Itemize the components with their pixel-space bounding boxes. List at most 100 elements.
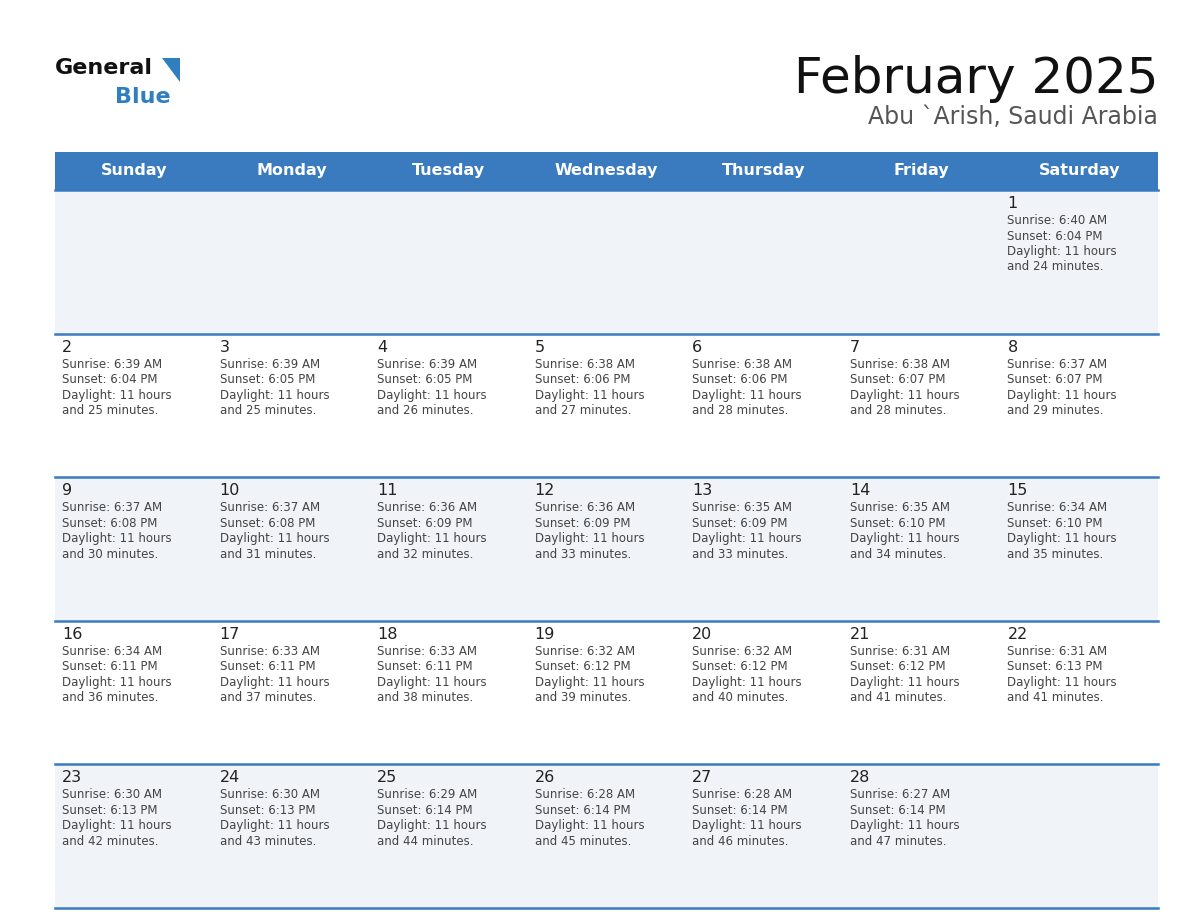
Text: 15: 15 [1007, 483, 1028, 498]
Text: Sunrise: 6:37 AM: Sunrise: 6:37 AM [62, 501, 162, 514]
Text: and 31 minutes.: and 31 minutes. [220, 548, 316, 561]
Text: Sunset: 6:14 PM: Sunset: 6:14 PM [377, 804, 473, 817]
Text: and 43 minutes.: and 43 minutes. [220, 834, 316, 848]
Text: 1: 1 [1007, 196, 1018, 211]
Text: Sunset: 6:12 PM: Sunset: 6:12 PM [693, 660, 788, 673]
Text: Sunrise: 6:38 AM: Sunrise: 6:38 AM [535, 358, 634, 371]
Text: Daylight: 11 hours: Daylight: 11 hours [1007, 676, 1117, 688]
Text: Daylight: 11 hours: Daylight: 11 hours [220, 532, 329, 545]
Text: and 28 minutes.: and 28 minutes. [693, 404, 789, 417]
Text: Sunset: 6:13 PM: Sunset: 6:13 PM [1007, 660, 1102, 673]
Bar [55, 333, 1158, 477]
Text: Sunrise: 6:27 AM: Sunrise: 6:27 AM [849, 789, 950, 801]
Text: Daylight: 11 hours: Daylight: 11 hours [849, 676, 960, 688]
Text: and 30 minutes.: and 30 minutes. [62, 548, 158, 561]
Text: and 46 minutes.: and 46 minutes. [693, 834, 789, 848]
Text: Daylight: 11 hours: Daylight: 11 hours [62, 820, 171, 833]
Text: and 42 minutes.: and 42 minutes. [62, 834, 158, 848]
Text: Sunrise: 6:31 AM: Sunrise: 6:31 AM [849, 644, 950, 658]
Text: and 28 minutes.: and 28 minutes. [849, 404, 946, 417]
Text: 16: 16 [62, 627, 82, 642]
Text: and 29 minutes.: and 29 minutes. [1007, 404, 1104, 417]
Text: Sunrise: 6:36 AM: Sunrise: 6:36 AM [535, 501, 634, 514]
Text: Daylight: 11 hours: Daylight: 11 hours [535, 676, 644, 688]
Bar [55, 152, 1158, 190]
Text: Daylight: 11 hours: Daylight: 11 hours [377, 676, 487, 688]
Text: 11: 11 [377, 483, 398, 498]
Text: Daylight: 11 hours: Daylight: 11 hours [535, 388, 644, 401]
Text: Sunset: 6:11 PM: Sunset: 6:11 PM [377, 660, 473, 673]
Text: Wednesday: Wednesday [555, 163, 658, 178]
Text: Sunrise: 6:32 AM: Sunrise: 6:32 AM [535, 644, 634, 658]
Text: Sunrise: 6:33 AM: Sunrise: 6:33 AM [377, 644, 478, 658]
Text: Sunrise: 6:38 AM: Sunrise: 6:38 AM [693, 358, 792, 371]
Text: 22: 22 [1007, 627, 1028, 642]
Text: Sunset: 6:10 PM: Sunset: 6:10 PM [1007, 517, 1102, 530]
Text: Sunrise: 6:40 AM: Sunrise: 6:40 AM [1007, 214, 1107, 227]
Polygon shape [162, 58, 181, 82]
Bar [55, 621, 1158, 765]
Text: Sunrise: 6:28 AM: Sunrise: 6:28 AM [535, 789, 634, 801]
Text: February 2025: February 2025 [794, 55, 1158, 103]
Text: and 34 minutes.: and 34 minutes. [849, 548, 946, 561]
Text: 26: 26 [535, 770, 555, 786]
Text: Daylight: 11 hours: Daylight: 11 hours [693, 820, 802, 833]
Text: Sunset: 6:14 PM: Sunset: 6:14 PM [535, 804, 631, 817]
Text: and 33 minutes.: and 33 minutes. [693, 548, 789, 561]
Text: Sunset: 6:13 PM: Sunset: 6:13 PM [62, 804, 158, 817]
Bar [55, 477, 1158, 621]
Text: Sunset: 6:12 PM: Sunset: 6:12 PM [535, 660, 631, 673]
Text: and 24 minutes.: and 24 minutes. [1007, 261, 1104, 274]
Text: and 25 minutes.: and 25 minutes. [220, 404, 316, 417]
Text: and 33 minutes.: and 33 minutes. [535, 548, 631, 561]
Text: and 41 minutes.: and 41 minutes. [1007, 691, 1104, 704]
Text: Sunrise: 6:29 AM: Sunrise: 6:29 AM [377, 789, 478, 801]
Text: Sunrise: 6:37 AM: Sunrise: 6:37 AM [220, 501, 320, 514]
Text: 8: 8 [1007, 340, 1018, 354]
Text: 19: 19 [535, 627, 555, 642]
Text: Tuesday: Tuesday [412, 163, 486, 178]
Text: Daylight: 11 hours: Daylight: 11 hours [1007, 532, 1117, 545]
Text: 2: 2 [62, 340, 72, 354]
Text: Sunrise: 6:30 AM: Sunrise: 6:30 AM [62, 789, 162, 801]
Text: and 35 minutes.: and 35 minutes. [1007, 548, 1104, 561]
Text: Sunset: 6:13 PM: Sunset: 6:13 PM [220, 804, 315, 817]
Text: Blue: Blue [115, 87, 171, 107]
Text: Monday: Monday [257, 163, 327, 178]
Text: Daylight: 11 hours: Daylight: 11 hours [62, 388, 171, 401]
Text: and 44 minutes.: and 44 minutes. [377, 834, 474, 848]
Text: Sunset: 6:14 PM: Sunset: 6:14 PM [849, 804, 946, 817]
Text: Sunset: 6:04 PM: Sunset: 6:04 PM [1007, 230, 1102, 242]
Text: Daylight: 11 hours: Daylight: 11 hours [535, 532, 644, 545]
Text: Sunset: 6:12 PM: Sunset: 6:12 PM [849, 660, 946, 673]
Text: Sunset: 6:14 PM: Sunset: 6:14 PM [693, 804, 788, 817]
Text: 28: 28 [849, 770, 871, 786]
Text: Daylight: 11 hours: Daylight: 11 hours [220, 676, 329, 688]
Text: Sunrise: 6:35 AM: Sunrise: 6:35 AM [849, 501, 950, 514]
Text: and 25 minutes.: and 25 minutes. [62, 404, 158, 417]
Text: Sunset: 6:08 PM: Sunset: 6:08 PM [220, 517, 315, 530]
Text: 14: 14 [849, 483, 871, 498]
Text: 17: 17 [220, 627, 240, 642]
Text: Sunset: 6:07 PM: Sunset: 6:07 PM [1007, 373, 1102, 386]
Text: 4: 4 [377, 340, 387, 354]
Text: and 45 minutes.: and 45 minutes. [535, 834, 631, 848]
Text: and 26 minutes.: and 26 minutes. [377, 404, 474, 417]
Text: Daylight: 11 hours: Daylight: 11 hours [693, 676, 802, 688]
Text: Sunset: 6:09 PM: Sunset: 6:09 PM [535, 517, 630, 530]
Text: Daylight: 11 hours: Daylight: 11 hours [220, 820, 329, 833]
Text: Sunrise: 6:39 AM: Sunrise: 6:39 AM [62, 358, 162, 371]
Text: 12: 12 [535, 483, 555, 498]
Text: Sunrise: 6:34 AM: Sunrise: 6:34 AM [62, 644, 162, 658]
Text: and 27 minutes.: and 27 minutes. [535, 404, 631, 417]
Text: Sunset: 6:05 PM: Sunset: 6:05 PM [220, 373, 315, 386]
Text: Sunset: 6:05 PM: Sunset: 6:05 PM [377, 373, 473, 386]
Text: Sunrise: 6:31 AM: Sunrise: 6:31 AM [1007, 644, 1107, 658]
Text: Friday: Friday [893, 163, 949, 178]
Text: 18: 18 [377, 627, 398, 642]
Text: Sunrise: 6:38 AM: Sunrise: 6:38 AM [849, 358, 950, 371]
Text: Daylight: 11 hours: Daylight: 11 hours [1007, 245, 1117, 258]
Text: Sunset: 6:04 PM: Sunset: 6:04 PM [62, 373, 158, 386]
Text: Sunset: 6:06 PM: Sunset: 6:06 PM [693, 373, 788, 386]
Text: and 37 minutes.: and 37 minutes. [220, 691, 316, 704]
